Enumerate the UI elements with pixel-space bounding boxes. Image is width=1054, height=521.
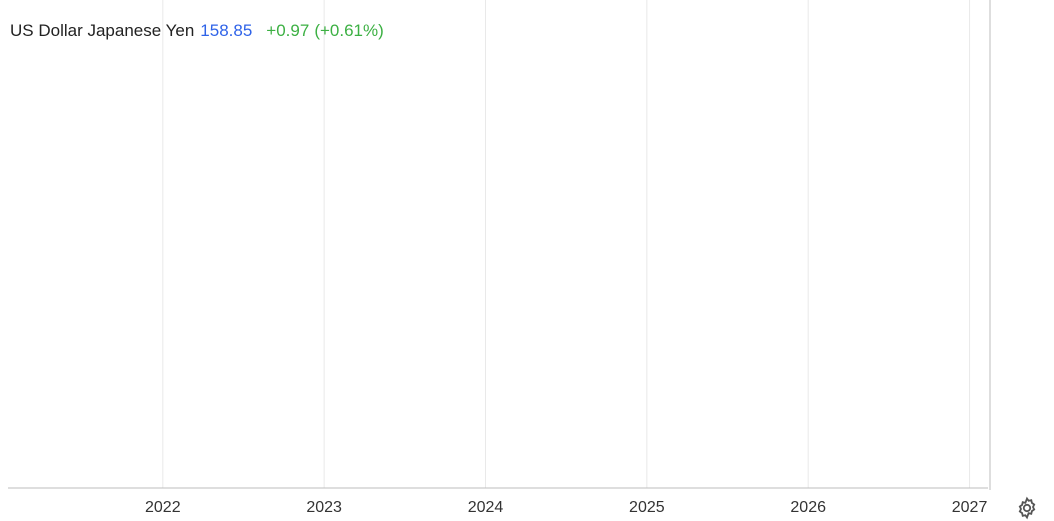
x-tick-label: 2026 <box>790 499 826 516</box>
price-change: +0.97 <box>266 21 310 40</box>
chart-header: US Dollar Japanese Yen 158.85 +0.97 (+0.61%… <box>10 20 384 42</box>
price-change-percent: (+0.61%) <box>314 21 384 40</box>
current-price: 158.85 <box>200 21 253 40</box>
x-tick-label: 2022 <box>145 499 181 516</box>
gear-icon-hub <box>1022 503 1032 513</box>
x-tick-label: 2025 <box>629 499 665 516</box>
x-tick-label: 2024 <box>468 499 504 516</box>
gear-icon-teeth <box>1018 496 1036 520</box>
instrument-title: US Dollar Japanese Yen <box>10 21 195 40</box>
x-tick-label: 2023 <box>306 499 342 516</box>
gear-icon[interactable] <box>1015 496 1039 520</box>
gear-icon-shape <box>1018 496 1036 520</box>
x-tick-label: 2027 <box>952 499 988 516</box>
